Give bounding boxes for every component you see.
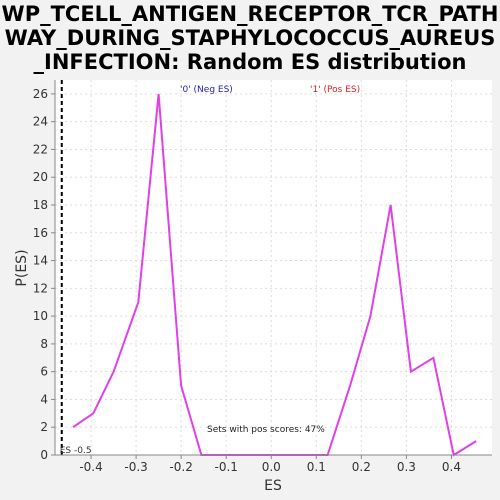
x-tick-label: 0.0 [262,460,281,474]
y-tick-label: 2 [40,420,48,434]
y-tick-label: 10 [33,309,48,323]
x-axis-ticks: -0.4 -0.3 -0.2 -0.1 0.0 0.1 0.2 0.3 0.4 [79,455,461,474]
y-tick-label: 8 [40,337,48,351]
y-tick-label: 16 [33,226,48,240]
y-tick-label: 6 [40,365,48,379]
es-reference-label: ES -0.5 [60,446,92,456]
x-tick-label: -0.4 [79,460,102,474]
y-axis-title: P(ES) [14,249,30,286]
plot-area [55,80,492,455]
x-tick-label: 0.3 [397,460,416,474]
y-tick-label: 0 [40,448,48,462]
y-tick-label: 14 [33,254,48,268]
x-tick-label: 0.4 [442,460,461,474]
x-tick-label: -0.3 [124,460,147,474]
chart-title: WP_TCELL_ANTIGEN_RECEPTOR_TCR_PATHWAY_DU… [1,2,499,74]
y-tick-label: 12 [33,281,48,295]
x-tick-label: 0.2 [352,460,371,474]
y-tick-label: 22 [33,142,48,156]
x-tick-label: -0.1 [214,460,237,474]
x-tick-label: -0.2 [169,460,192,474]
y-tick-label: 24 [33,115,48,129]
y-tick-label: 4 [40,392,48,406]
y-tick-label: 20 [33,170,48,184]
y-tick-label: 18 [33,198,48,212]
x-tick-label: 0.1 [307,460,326,474]
y-tick-label: 26 [33,87,48,101]
legend-pos-es: '1' (Pos ES) [310,85,360,95]
x-axis-title: ES [264,478,282,494]
legend-neg-es: '0' (Neg ES) [180,85,233,95]
pos-scores-annotation: Sets with pos scores: 47% [207,425,325,435]
